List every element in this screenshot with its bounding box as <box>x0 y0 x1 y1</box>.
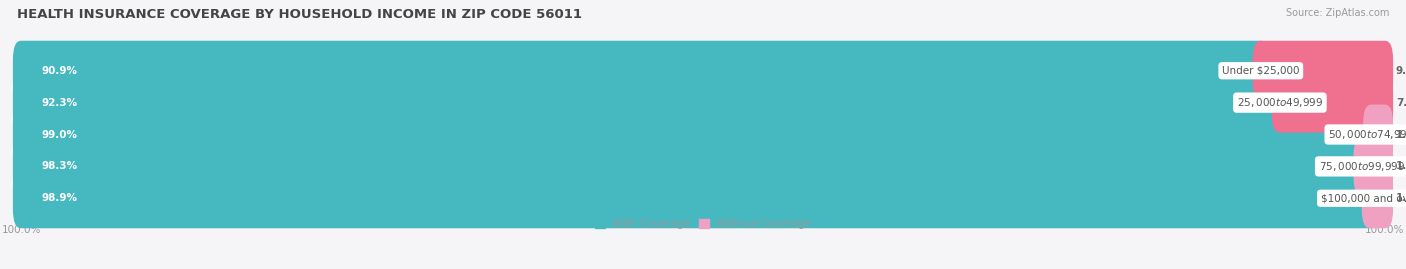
Legend: With Coverage, Without Coverage: With Coverage, Without Coverage <box>595 219 811 229</box>
FancyBboxPatch shape <box>13 73 1393 133</box>
Text: $75,000 to $99,999: $75,000 to $99,999 <box>1319 160 1405 173</box>
Text: 1.7%: 1.7% <box>1396 161 1406 171</box>
Text: 99.0%: 99.0% <box>42 129 77 140</box>
FancyBboxPatch shape <box>13 168 1393 228</box>
Text: $25,000 to $49,999: $25,000 to $49,999 <box>1237 96 1323 109</box>
FancyBboxPatch shape <box>13 136 1393 196</box>
Text: 7.7%: 7.7% <box>1396 98 1406 108</box>
FancyBboxPatch shape <box>13 41 1393 101</box>
FancyBboxPatch shape <box>1362 105 1393 164</box>
FancyBboxPatch shape <box>1271 73 1393 133</box>
Text: 92.3%: 92.3% <box>42 98 77 108</box>
FancyBboxPatch shape <box>13 105 1379 164</box>
Text: 98.3%: 98.3% <box>42 161 77 171</box>
Text: Source: ZipAtlas.com: Source: ZipAtlas.com <box>1285 8 1389 18</box>
Text: 1.0%: 1.0% <box>1396 129 1406 140</box>
FancyBboxPatch shape <box>13 136 1369 196</box>
FancyBboxPatch shape <box>13 105 1393 164</box>
Text: Under $25,000: Under $25,000 <box>1222 66 1299 76</box>
Text: 98.9%: 98.9% <box>42 193 77 203</box>
FancyBboxPatch shape <box>1253 41 1393 101</box>
FancyBboxPatch shape <box>13 41 1270 101</box>
Text: HEALTH INSURANCE COVERAGE BY HOUSEHOLD INCOME IN ZIP CODE 56011: HEALTH INSURANCE COVERAGE BY HOUSEHOLD I… <box>17 8 582 21</box>
FancyBboxPatch shape <box>1362 168 1393 228</box>
Text: 9.1%: 9.1% <box>1396 66 1406 76</box>
FancyBboxPatch shape <box>13 73 1288 133</box>
FancyBboxPatch shape <box>13 168 1378 228</box>
Text: $50,000 to $74,999: $50,000 to $74,999 <box>1329 128 1406 141</box>
FancyBboxPatch shape <box>1354 136 1393 196</box>
Text: 1.1%: 1.1% <box>1396 193 1406 203</box>
Text: 90.9%: 90.9% <box>42 66 77 76</box>
Text: $100,000 and over: $100,000 and over <box>1320 193 1406 203</box>
